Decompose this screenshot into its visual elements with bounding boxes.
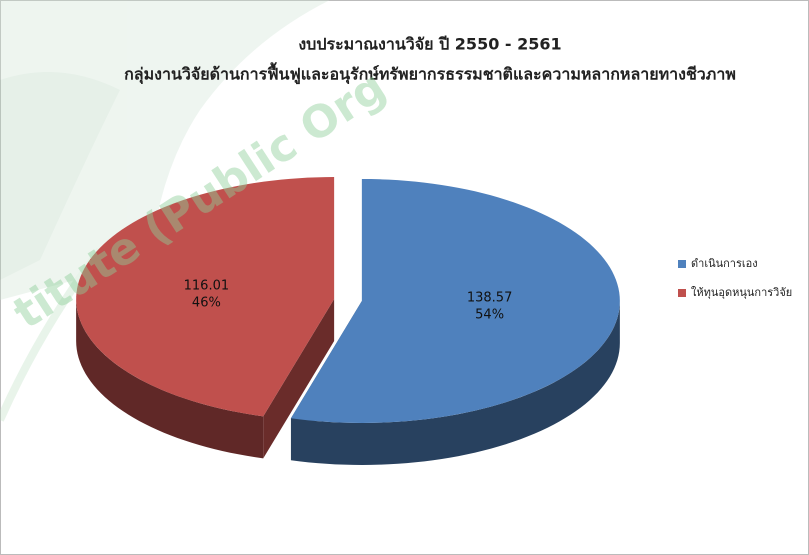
slice	[290, 178, 620, 423]
slice	[76, 177, 335, 417]
legend-swatch	[678, 289, 686, 297]
data-label: 138.57	[467, 291, 513, 306]
chart-title: งบประมาณงานวิจัย ปี 2550 - 2561	[298, 35, 561, 54]
legend-label: ให้ทุนอุดหนุนการวิจัย	[691, 286, 792, 299]
chart-subtitle: กลุ่มงานวิจัยด้านการฟื้นฟูและอนุรักษ์ทรั…	[124, 62, 736, 86]
data-label: 116.01	[184, 278, 230, 293]
pie	[76, 177, 620, 465]
legend-label: ดำเนินการเอง	[691, 257, 758, 270]
watermark-shape	[0, 0, 330, 422]
slice-side	[290, 300, 620, 465]
slice-side	[76, 299, 264, 459]
labels: 116.01 46% 138.57 54% ดำเนินการเองให้ทุนอุดห…	[184, 257, 793, 323]
legend-swatch	[678, 260, 686, 268]
percent-label: 54%	[475, 308, 504, 323]
percent-label: 46%	[192, 295, 221, 310]
slice-face	[263, 299, 335, 459]
